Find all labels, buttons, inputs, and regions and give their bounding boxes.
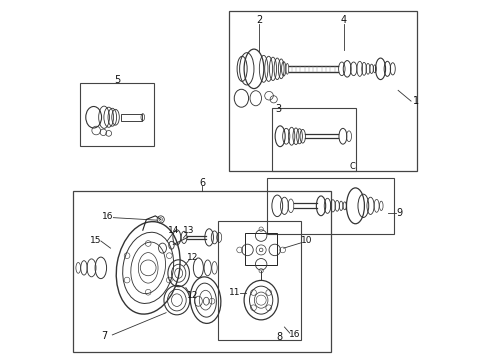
Text: 16: 16 bbox=[289, 330, 300, 339]
Bar bbox=[122, 114, 142, 121]
Text: 9: 9 bbox=[396, 208, 402, 218]
Text: 1: 1 bbox=[414, 96, 419, 106]
Bar bbox=[229, 12, 417, 171]
Text: 2: 2 bbox=[256, 15, 262, 26]
Bar bbox=[272, 108, 356, 171]
Bar bbox=[218, 221, 300, 339]
Text: 8: 8 bbox=[276, 332, 282, 342]
Text: 3: 3 bbox=[275, 104, 281, 114]
Text: 16: 16 bbox=[102, 212, 114, 221]
Text: 7: 7 bbox=[101, 331, 107, 341]
Bar bbox=[245, 233, 277, 265]
Text: C: C bbox=[350, 162, 356, 171]
Text: 5: 5 bbox=[114, 75, 120, 85]
Text: 12: 12 bbox=[187, 291, 198, 300]
Text: 12: 12 bbox=[187, 253, 198, 262]
Text: 4: 4 bbox=[341, 15, 347, 26]
Bar bbox=[73, 191, 331, 352]
Text: 11: 11 bbox=[229, 288, 241, 297]
Text: 15: 15 bbox=[91, 236, 102, 245]
Text: 10: 10 bbox=[301, 237, 313, 246]
Text: 13: 13 bbox=[183, 226, 194, 235]
Text: 14: 14 bbox=[168, 226, 179, 235]
Text: 6: 6 bbox=[199, 178, 205, 188]
Bar bbox=[267, 178, 394, 234]
Bar bbox=[80, 83, 153, 146]
